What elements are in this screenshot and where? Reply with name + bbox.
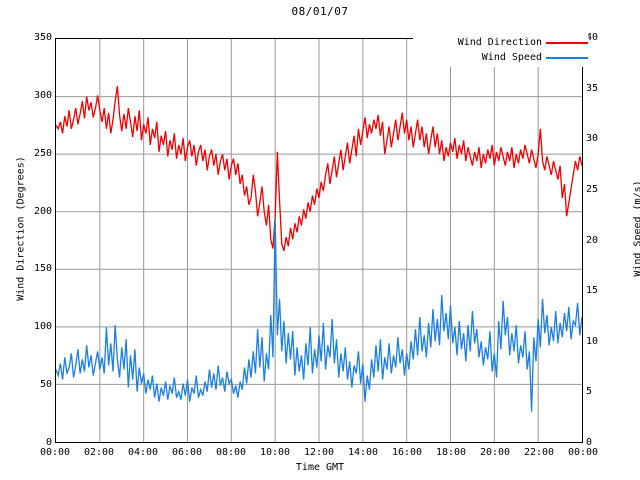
y-axis-right-ticks: 0 5 10 15 20 25 30 35 40 [586, 33, 626, 448]
y-tick-left-200: 200 [33, 205, 52, 217]
chart-legend: Wind Direction Wind Speed [413, 33, 588, 67]
x-tick-2: 04:00 [127, 447, 159, 458]
legend-swatch-wind-speed [546, 56, 588, 59]
y-tick-left-50: 50 [39, 379, 52, 391]
y-tick-right-35: 35 [586, 82, 599, 94]
legend-label-wind-speed: Wind Speed [481, 52, 542, 63]
series-lines [56, 39, 582, 442]
x-tick-10: 20:00 [479, 447, 511, 458]
x-tick-12: 00:00 [567, 447, 599, 458]
y-tick-left-300: 300 [33, 89, 52, 101]
y-tick-left-350: 350 [33, 32, 52, 43]
x-tick-11: 22:00 [523, 447, 555, 458]
legend-label-wind-direction: Wind Direction [457, 37, 542, 48]
x-tick-4: 08:00 [215, 447, 247, 458]
y-tick-right-15: 15 [586, 285, 599, 297]
y-tick-right-25: 25 [586, 183, 599, 195]
x-tick-7: 14:00 [347, 447, 379, 458]
legend-swatch-wind-direction [546, 41, 588, 44]
x-axis-ticks: 00:00 02:00 04:00 06:00 08:00 10:00 12:00 14:00… [40, 447, 598, 463]
y-axis-right-title: Wind Speed (m/s) [632, 180, 640, 277]
y-tick-right-40: 40 [586, 32, 599, 43]
y-tick-left-150: 150 [33, 263, 52, 275]
x-tick-0: 00:00 [39, 447, 71, 458]
y-tick-right-10: 10 [586, 335, 599, 347]
y-tick-right-5: 5 [586, 386, 593, 398]
x-tick-1: 02:00 [83, 447, 115, 458]
x-tick-3: 06:00 [171, 447, 203, 458]
x-axis-title: Time GMT [295, 462, 345, 473]
y-tick-left-0: 0 [45, 437, 52, 448]
plot-area [55, 38, 583, 443]
legend-item-wind-speed: Wind Speed [413, 50, 588, 65]
series-wind-speed [56, 218, 582, 411]
x-tick-5: 10:00 [259, 447, 291, 458]
chart-title: 08/01/07 [291, 5, 349, 18]
legend-item-wind-direction: Wind Direction [413, 35, 588, 50]
y-tick-right-0: 0 [586, 437, 593, 448]
series-wind-direction [56, 86, 582, 251]
x-tick-8: 16:00 [391, 447, 423, 458]
y-tick-left-100: 100 [33, 321, 52, 333]
x-tick-9: 18:00 [435, 447, 467, 458]
y-tick-left-250: 250 [33, 147, 52, 159]
y-tick-right-30: 30 [586, 133, 599, 145]
y-tick-right-20: 20 [586, 234, 599, 246]
x-tick-6: 12:00 [303, 447, 335, 458]
y-axis-left-ticks: 0 50 100 150 200 250 300 350 [0, 33, 52, 448]
